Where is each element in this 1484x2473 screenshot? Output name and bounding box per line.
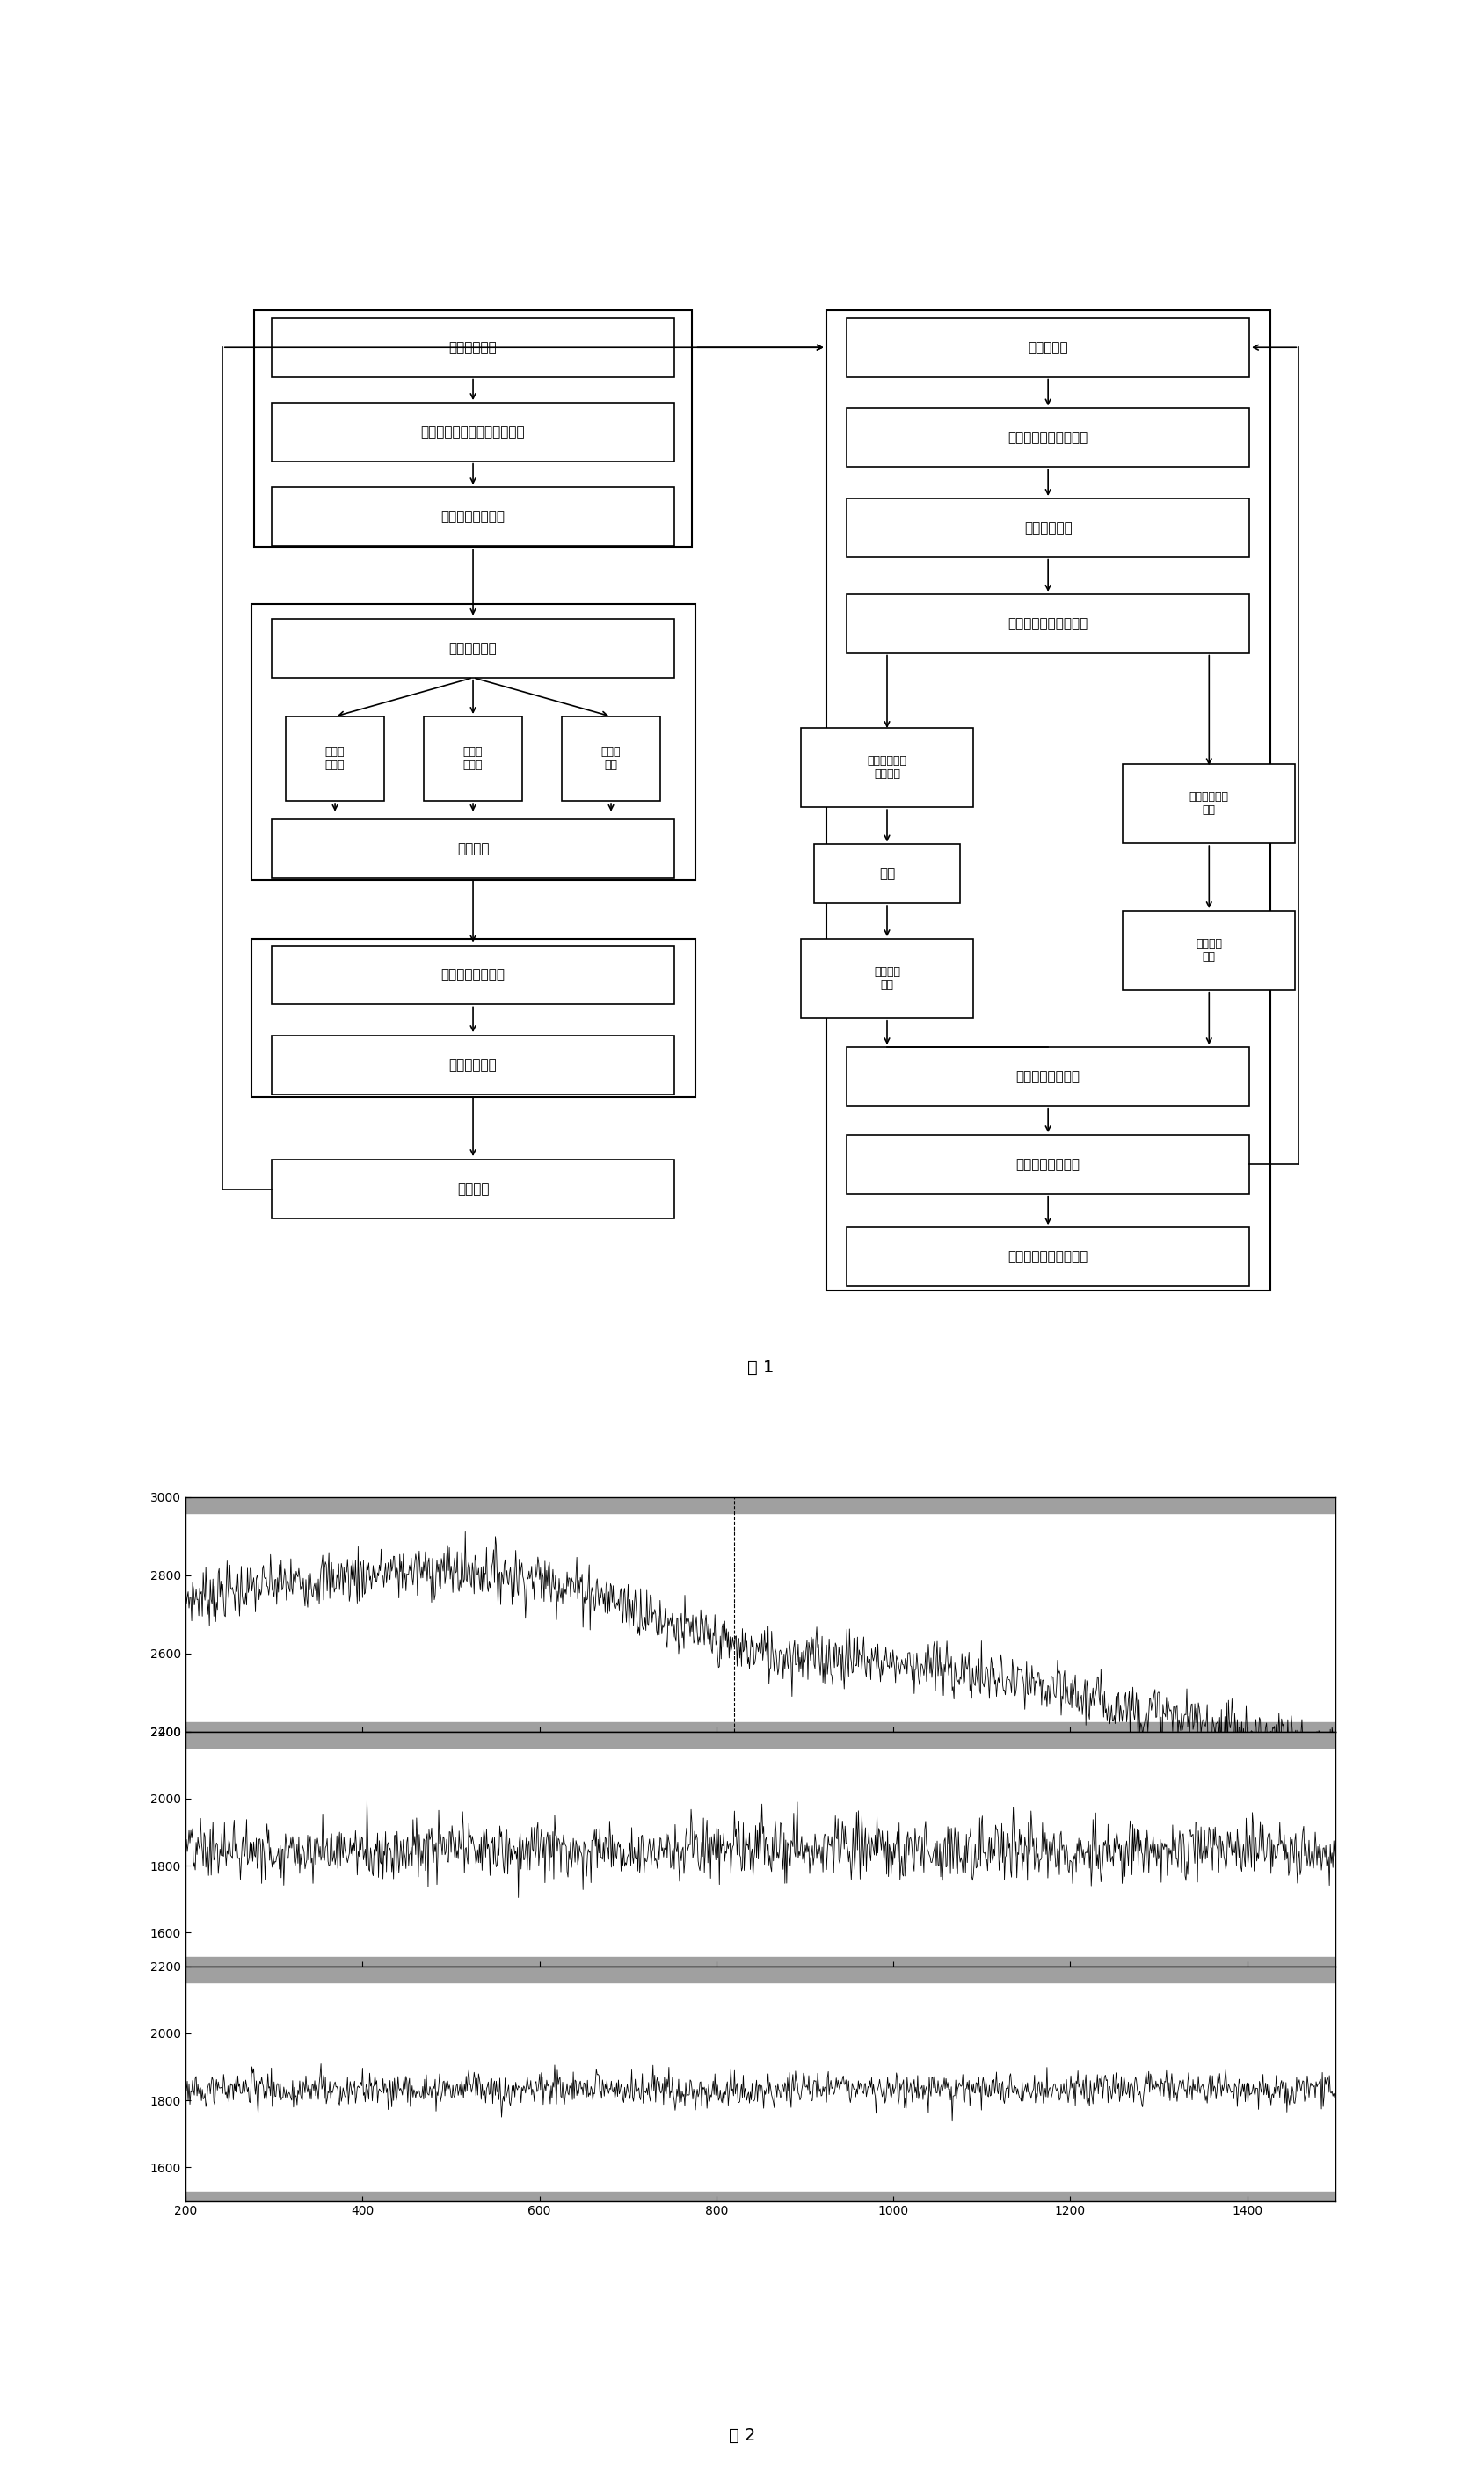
Text: 增益校正: 增益校正 — [457, 1182, 490, 1197]
Text: 采集暗场图像和空白曝光图像: 采集暗场图像和空白曝光图像 — [421, 425, 525, 438]
Text: 实物投影图像
重建: 实物投影图像 重建 — [1189, 791, 1229, 816]
FancyBboxPatch shape — [272, 403, 674, 462]
FancyBboxPatch shape — [272, 1160, 674, 1219]
Text: 增益校
正图像: 增益校 正图像 — [325, 747, 344, 772]
FancyBboxPatch shape — [272, 945, 674, 1004]
Bar — [186, 1956, 1336, 1966]
FancyBboxPatch shape — [272, 819, 674, 878]
Text: 空白切片
图像: 空白切片 图像 — [874, 967, 901, 992]
FancyBboxPatch shape — [847, 1046, 1250, 1105]
Bar — [186, 1966, 1336, 1983]
FancyBboxPatch shape — [562, 717, 660, 801]
FancyBboxPatch shape — [801, 730, 974, 806]
FancyBboxPatch shape — [847, 1135, 1250, 1194]
FancyBboxPatch shape — [847, 408, 1250, 467]
Text: 计算暗场波动参数: 计算暗场波动参数 — [441, 969, 505, 982]
FancyBboxPatch shape — [801, 940, 974, 1019]
FancyBboxPatch shape — [847, 1227, 1250, 1286]
Text: 计算切片校正图像: 计算切片校正图像 — [1017, 1071, 1080, 1083]
Text: 实物切片图像滤波降噪: 实物切片图像滤波降噪 — [1008, 1251, 1088, 1264]
FancyBboxPatch shape — [286, 717, 384, 801]
FancyBboxPatch shape — [847, 500, 1250, 556]
Text: 重建: 重建 — [879, 868, 895, 880]
FancyBboxPatch shape — [813, 843, 960, 903]
Bar — [186, 1721, 1336, 1731]
Text: 空白曝光图像
投影校正: 空白曝光图像 投影校正 — [867, 754, 907, 779]
FancyBboxPatch shape — [424, 717, 522, 801]
FancyBboxPatch shape — [272, 487, 674, 547]
Text: 暗场校正: 暗场校正 — [457, 843, 490, 856]
FancyBboxPatch shape — [272, 319, 674, 376]
FancyBboxPatch shape — [272, 1036, 674, 1096]
Text: 图 1: 图 1 — [748, 1358, 773, 1375]
Text: 实物投影图像滤波降噪: 实物投影图像滤波降噪 — [1008, 616, 1088, 631]
Text: 坏像素校正: 坏像素校正 — [1028, 341, 1068, 354]
FancyBboxPatch shape — [847, 594, 1250, 653]
FancyBboxPatch shape — [1123, 764, 1296, 843]
Text: 暗场波动校正: 暗场波动校正 — [450, 1058, 497, 1071]
Bar — [186, 1496, 1336, 1513]
Text: 计算校正图像: 计算校正图像 — [450, 641, 497, 655]
Bar — [186, 1731, 1336, 1748]
Text: 增益条纹校正: 增益条纹校正 — [1024, 522, 1071, 534]
Text: 采集实物投影图像: 采集实物投影图像 — [441, 509, 505, 524]
FancyBboxPatch shape — [1123, 910, 1296, 989]
Text: 坏像素
模板: 坏像素 模板 — [601, 747, 620, 772]
Text: 计算增益条纹校正参数: 计算增益条纹校正参数 — [1008, 430, 1088, 445]
Text: 实物切片图像校正: 实物切片图像校正 — [1017, 1157, 1080, 1170]
FancyBboxPatch shape — [272, 618, 674, 678]
FancyBboxPatch shape — [847, 319, 1250, 376]
Bar — [186, 2191, 1336, 2201]
Text: 采集参数设置: 采集参数设置 — [450, 341, 497, 354]
Text: 平均暗
场图像: 平均暗 场图像 — [463, 747, 482, 772]
Text: 实物切片
图像: 实物切片 图像 — [1196, 937, 1223, 962]
Text: 图 2: 图 2 — [729, 2428, 755, 2443]
